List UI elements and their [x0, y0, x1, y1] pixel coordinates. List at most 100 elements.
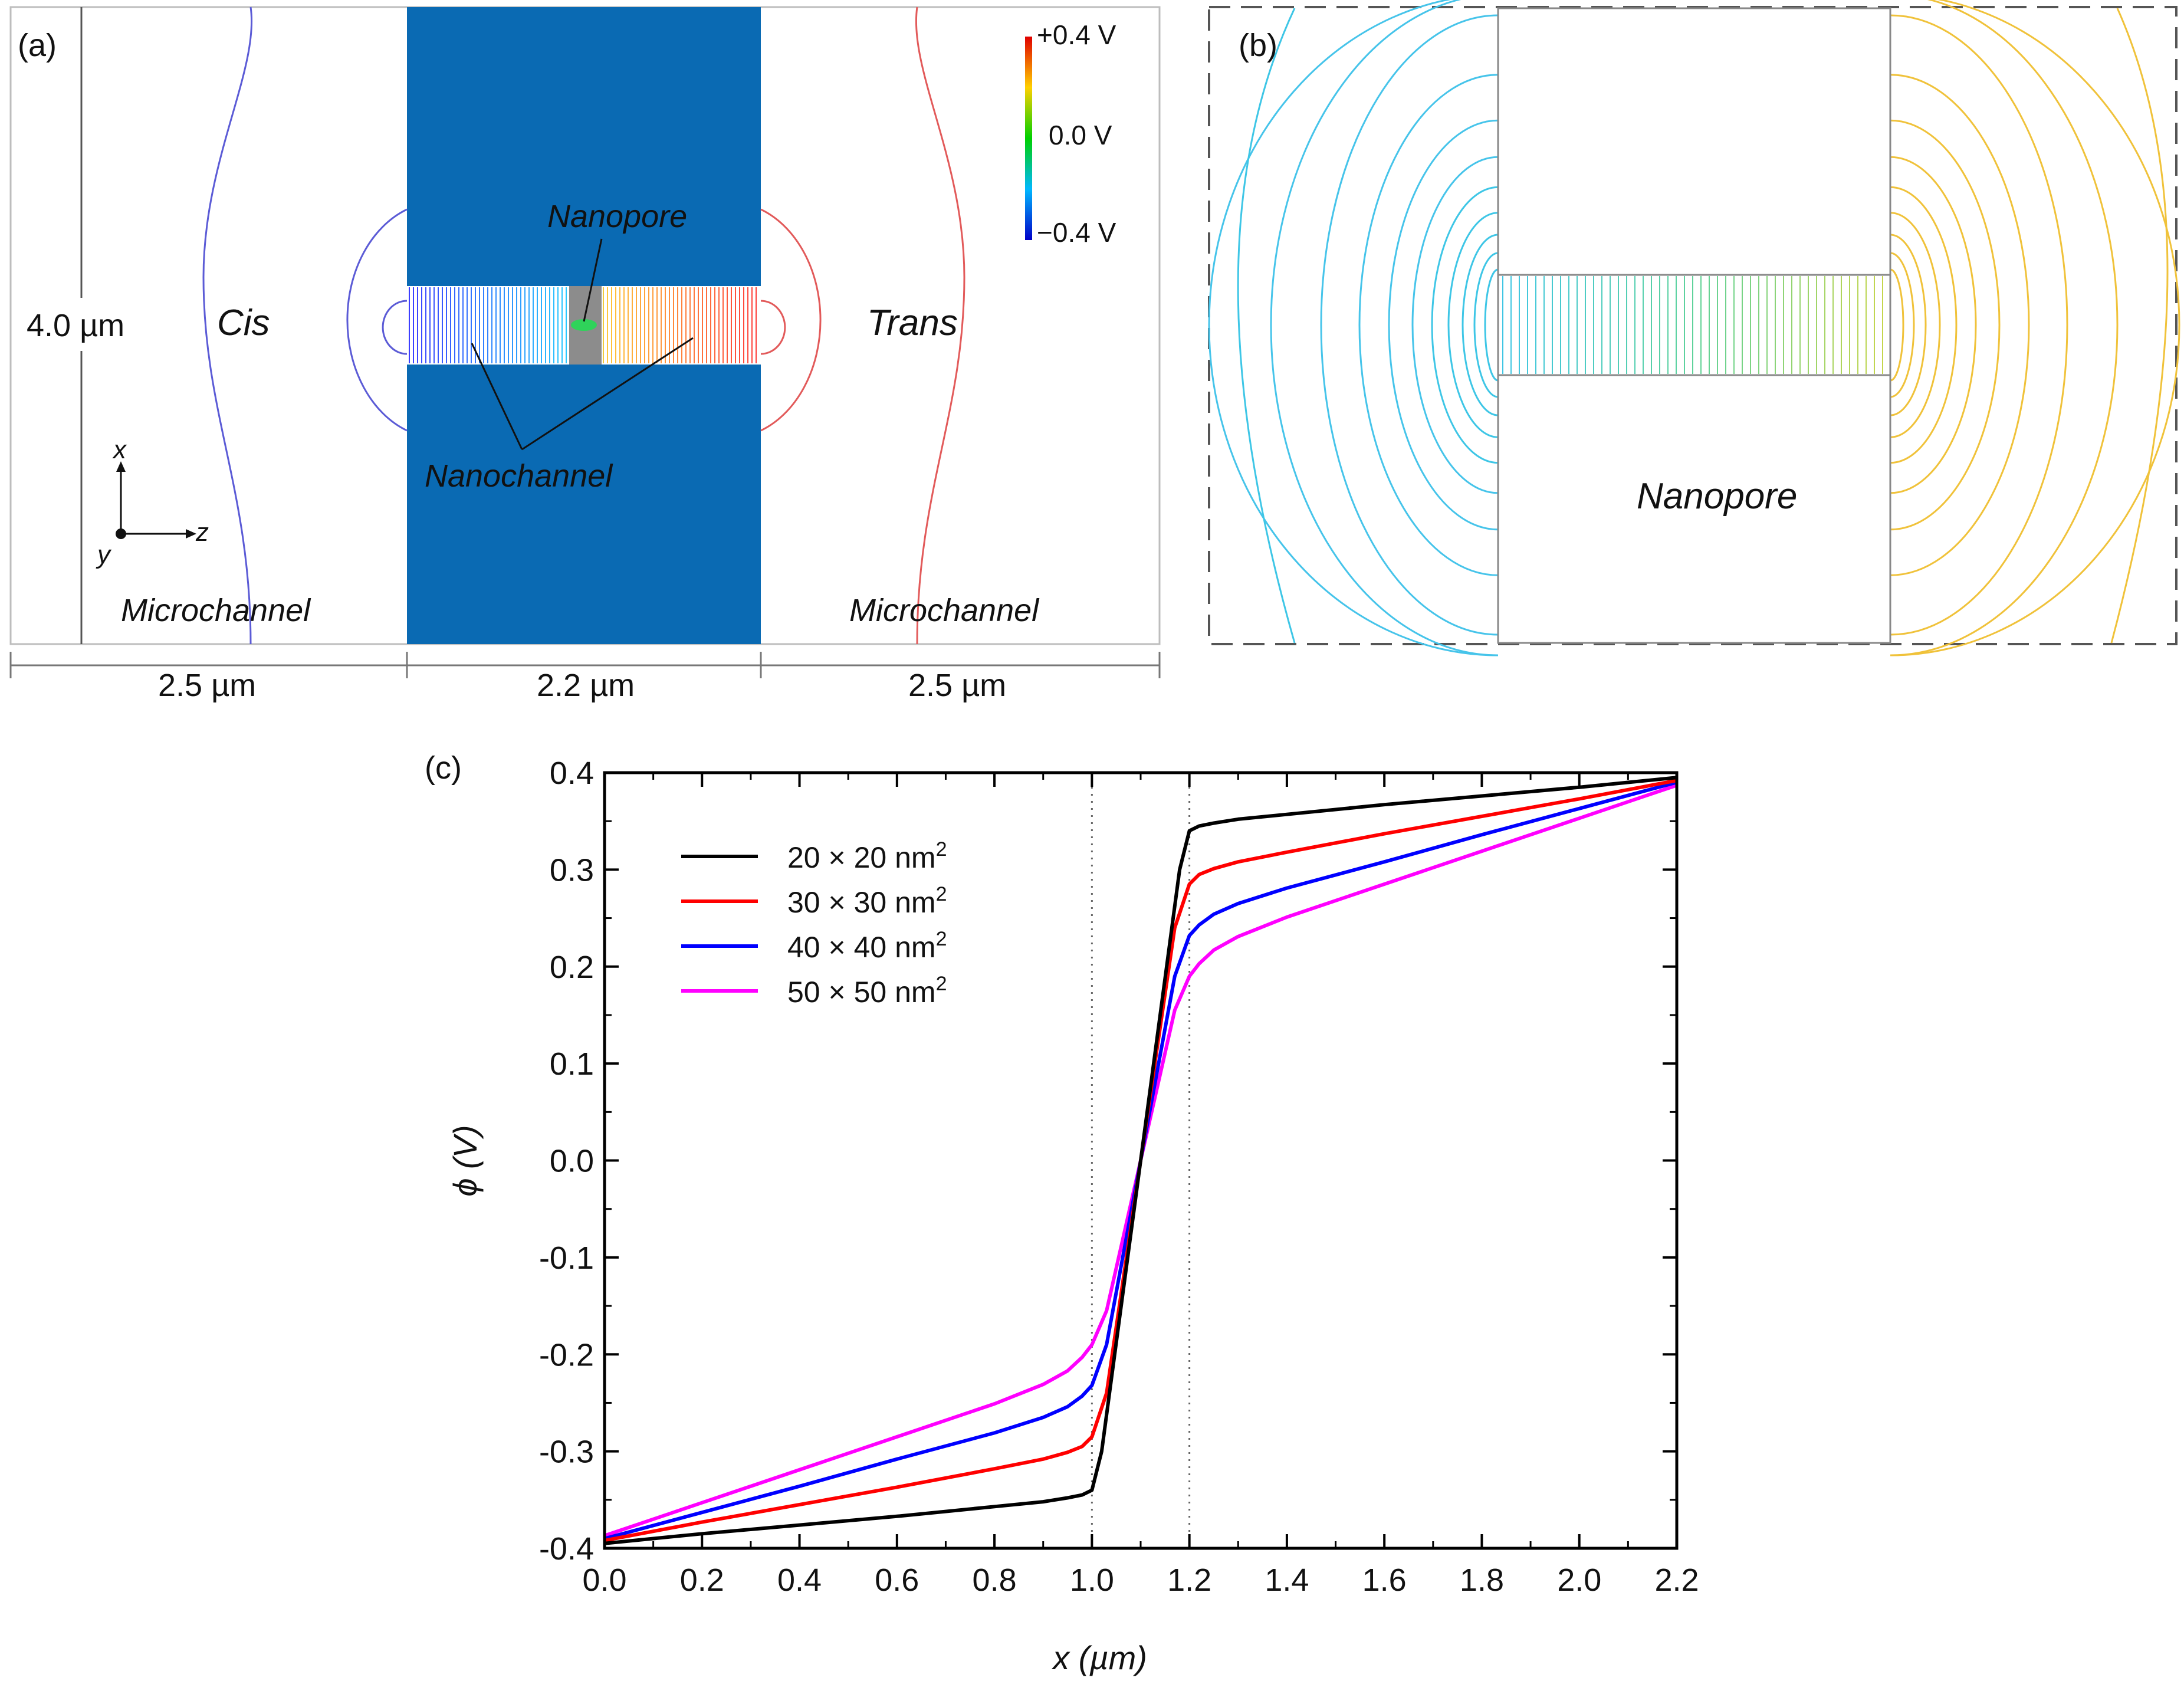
panel-c-tag: (c): [425, 750, 462, 786]
cis-contour-inner: [382, 300, 408, 355]
panel-b-tag: (b): [1239, 28, 1277, 63]
x-tick-label: 2.0: [1557, 1562, 1601, 1598]
x-tick-label: 0.8: [973, 1562, 1017, 1598]
axis-z-label: z: [195, 518, 209, 547]
pore-channel: [1497, 274, 1891, 376]
nanopore-label: Nanopore: [547, 199, 687, 234]
x-tick-label: 1.0: [1070, 1562, 1114, 1598]
height-dim-label: 4.0 µm: [27, 308, 124, 343]
right-contour-arc: [1890, 0, 2180, 656]
x-tick-label: 1.4: [1265, 1562, 1309, 1598]
dim-center-label: 2.2 µm: [537, 668, 635, 703]
left-contour-arc: [1484, 268, 1499, 382]
legend-label: 20 × 20 nm2: [787, 838, 947, 874]
x-tick-label: 1.8: [1460, 1562, 1504, 1598]
left-contour-arc: [1388, 119, 1499, 531]
left-contour-arc: [1431, 186, 1499, 464]
legend-label-sup: 2: [936, 838, 947, 861]
y-tick-label: -0.2: [539, 1337, 594, 1373]
right-contour-arc: [1890, 119, 2001, 531]
colorbar-bottom-label: −0.4 V: [1037, 217, 1116, 248]
panel-a: (a) 4.0 µm Cis Trans Microchannel Microc…: [9, 6, 1161, 703]
right-contour-arc: [1890, 156, 1977, 494]
y-tick-label: 0.2: [550, 950, 594, 985]
y-tick-label: 0.3: [550, 852, 594, 888]
left-contour-arc: [1473, 252, 1499, 398]
microchannel-left-label: Microchannel: [121, 593, 311, 628]
microchannel-right-label: Microchannel: [849, 593, 1040, 628]
x-tick-label: 0.0: [582, 1562, 626, 1598]
nanochannel-contours: [409, 287, 757, 363]
axis-x-arrowhead: [116, 461, 126, 472]
cis-far-contour: [202, 6, 253, 645]
nanochannel-leader-right: [521, 337, 694, 451]
dim-left-label: 2.5 µm: [158, 668, 256, 703]
axis-z-arrowhead: [186, 529, 196, 539]
trans-far-contour: [915, 6, 965, 645]
legend-label-sup: 2: [936, 883, 947, 905]
panel-c-chart: (c) 0.0 0.2 0.4 0.6 0.8 1.0 1.2 1.4 1.6 1.8 2.0 2.2…: [425, 750, 1699, 1676]
x-tick-label: 0.6: [875, 1562, 919, 1598]
nanopore-hotspot: [571, 319, 597, 331]
y-axis-label: ϕ (V): [446, 1125, 484, 1196]
panel-b: (b) Nanopore: [1208, 0, 2180, 656]
x-tick-label: 1.6: [1362, 1562, 1407, 1598]
legend-label: 40 × 40 nm2: [787, 928, 947, 964]
pore-channel-contours: [1502, 276, 1883, 374]
legend-label: 30 × 30 nm2: [787, 883, 947, 919]
left-contour-arc: [1411, 156, 1499, 494]
axis-x-label: x: [112, 435, 127, 464]
pore-block-bottom: [1497, 374, 1891, 644]
x-tick-label: 0.4: [777, 1562, 822, 1598]
left-contour-arc: [1320, 14, 1499, 636]
y-tick-label: -0.1: [539, 1240, 594, 1276]
trans-contour-outer: [760, 208, 822, 432]
height-dim-mask: [24, 298, 142, 351]
left-contour-arc: [1270, 0, 1499, 656]
left-contour-arc: [1462, 234, 1499, 416]
series-line-20-20: [605, 776, 1677, 1545]
y-tick-label: -0.4: [539, 1531, 594, 1567]
axis-origin: [116, 528, 126, 539]
right-contour-arc: [1890, 252, 1915, 398]
y-tick-label: 0.1: [550, 1046, 594, 1082]
legend-label-sup: 2: [936, 973, 947, 995]
right-contour-arc: [1890, 234, 1927, 416]
nanochannel-leader-left: [471, 343, 523, 450]
x-axis-label: x (µm): [1051, 1639, 1147, 1676]
y-tick-label: 0.0: [550, 1144, 594, 1179]
legend-label-sup: 2: [936, 928, 947, 950]
x-tick-label: 2.2: [1654, 1562, 1699, 1598]
colorbar: [1025, 37, 1032, 240]
y-tick-label: -0.3: [539, 1434, 594, 1470]
pore-block-top: [1497, 7, 1891, 276]
y-tick-label: 0.4: [550, 756, 594, 791]
right-contour-arc: [1890, 268, 1904, 382]
right-contour-arc: [1890, 0, 2119, 656]
panel-b-nanopore-label: Nanopore: [1637, 476, 1797, 517]
left-contour-arc: [1447, 212, 1499, 438]
left-far-contour: [1237, 8, 1296, 643]
right-contour-arc: [1890, 74, 2030, 576]
legend-label: 50 × 50 nm2: [787, 973, 947, 1009]
nanochannel-label: Nanochannel: [425, 458, 613, 494]
axis-y-label: y: [96, 540, 112, 569]
x-tick-label: 1.2: [1167, 1562, 1211, 1598]
x-tick-label: 0.2: [680, 1562, 724, 1598]
left-contour-arc: [1208, 0, 1499, 656]
left-contour-arc: [1358, 74, 1499, 576]
right-contour-arc: [1890, 14, 2068, 636]
panel-a-tag: (a): [18, 28, 57, 63]
cis-contour-outer: [346, 208, 408, 432]
nanopore-leader: [583, 238, 603, 322]
right-contour-arc: [1890, 212, 1941, 438]
colorbar-top-label: +0.4 V: [1037, 19, 1116, 50]
right-contour-arc: [1890, 186, 1958, 464]
dim-right-label: 2.5 µm: [908, 668, 1006, 703]
cis-label: Cis: [217, 303, 270, 343]
panel-b-contours: [1208, 0, 2180, 656]
trans-contour-inner: [760, 300, 786, 355]
right-far-contour: [2110, 8, 2169, 643]
trans-label: Trans: [867, 303, 958, 343]
